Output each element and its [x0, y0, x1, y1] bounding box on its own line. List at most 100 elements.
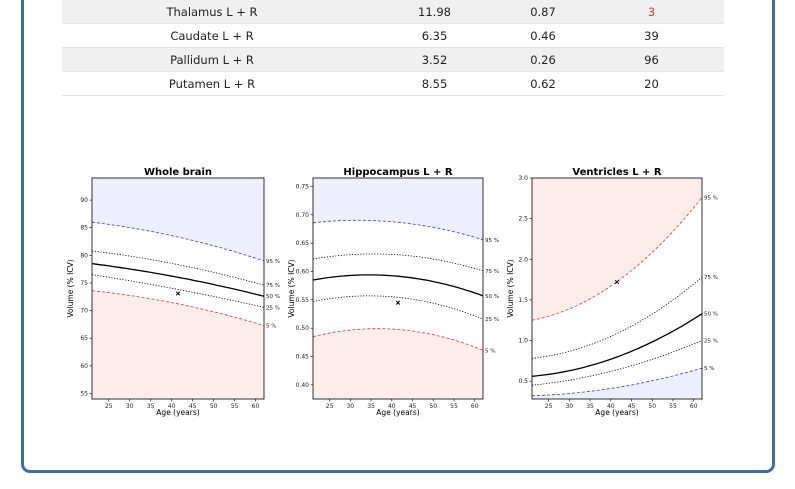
table-row: Caudate L + R 6.35 0.46 39 [62, 23, 724, 48]
table-row: Pallidum L + R 3.52 0.26 96 [62, 47, 724, 72]
y-tick-label: 0.60 [296, 269, 310, 276]
percentile-line [312, 253, 484, 272]
percentile-line [531, 367, 703, 397]
percent-icv-cell: 0.62 [507, 71, 579, 96]
chart-0: 95 % 75 % 50 % 25 % 5 % 25 30 35 40 45 50 55 60 55 60 6… [66, 167, 280, 417]
chart-2: 95 % 75 % 50 % 25 % 5 % 25 30 35 40 45 50 55 60 0.5 1.… [506, 167, 718, 417]
x-tick-label: 35 [367, 403, 375, 410]
x-tick-label: 40 [607, 403, 615, 410]
x-tick-label: 40 [168, 403, 176, 410]
y-tick-label: 1.5 [518, 297, 528, 304]
x-tick-label: 45 [409, 403, 417, 410]
percentile-label: 75 % [485, 269, 499, 275]
percentile-line [91, 262, 265, 297]
percent-icv-cell: 0.46 [507, 23, 579, 48]
y-tick-label: 0.50 [296, 325, 310, 332]
y-tick-label: 0.65 [296, 240, 310, 247]
percentile-label: 95 % [704, 196, 718, 202]
x-tick-label: 60 [252, 403, 260, 410]
x-axis-label: Age (years) [376, 408, 419, 417]
x-tick-label: 35 [147, 403, 155, 410]
y-tick-label: 85 [80, 225, 88, 232]
y-tick-label: 90 [80, 197, 88, 204]
x-tick-label: 30 [565, 403, 573, 410]
percentile-line [91, 221, 265, 262]
lower-band [92, 290, 264, 399]
chart-title: Ventricles L + R [572, 167, 662, 178]
percentile-label: 75 % [704, 275, 718, 281]
volume-cell: 6.35 [362, 23, 507, 48]
percentile-label: 5 % [266, 324, 276, 330]
x-tick-label: 30 [346, 403, 354, 410]
x-tick-label: 25 [105, 403, 113, 410]
y-tick-label: 65 [80, 335, 88, 342]
x-axis-label: Age (years) [156, 408, 199, 417]
y-tick-label: 75 [80, 280, 88, 287]
y-tick-label: 0.70 [296, 212, 310, 219]
x-tick-label: 35 [586, 403, 594, 410]
x-tick-label: 25 [326, 403, 334, 410]
upper-band [92, 178, 264, 261]
percentile-line [312, 328, 484, 351]
y-tick-label: 60 [80, 363, 88, 370]
x-tick-label: 40 [388, 403, 396, 410]
x-tick-label: 50 [210, 403, 218, 410]
x-tick-label: 55 [450, 403, 458, 410]
percentile-label: 50 % [704, 312, 718, 318]
y-axis-label: Volume (% ICV) [66, 259, 75, 317]
chart-title: Whole brain [144, 167, 212, 178]
percent-icv-cell: 0.87 [507, 0, 579, 24]
lower-band [313, 328, 483, 399]
structure-cell: Caudate L + R [62, 23, 362, 48]
x-tick-label: 60 [690, 403, 698, 410]
x-tick-label: 60 [471, 403, 479, 410]
x-axis-label: Age (years) [595, 408, 638, 417]
x-tick-label: 50 [648, 403, 656, 410]
percentile-label: 25 % [704, 339, 718, 345]
chart-1: 95 % 75 % 50 % 25 % 5 % 25 30 35 40 45 50 55 60 0.40 0… [287, 167, 499, 417]
percentile-cell: 3 [579, 0, 724, 24]
percentile-label: 5 % [485, 348, 495, 354]
y-tick-label: 0.5 [518, 378, 528, 385]
x-tick-label: 55 [231, 403, 239, 410]
percentile-line [531, 313, 703, 377]
y-tick-label: 0.75 [296, 184, 310, 191]
structure-cell: Thalamus L + R [62, 0, 362, 24]
volume-cell: 11.98 [362, 0, 507, 24]
y-tick-label: 2.5 [518, 216, 528, 223]
x-tick-label: 45 [189, 403, 197, 410]
percentile-line [312, 274, 484, 297]
structure-cell: Pallidum L + R [62, 47, 362, 72]
x-tick-label: 30 [126, 403, 134, 410]
percentile-line [531, 197, 703, 321]
x-tick-label: 55 [669, 403, 677, 410]
plot-frame [531, 177, 703, 400]
percentile-label: 25 % [266, 305, 280, 311]
y-tick-label: 55 [80, 390, 88, 397]
y-tick-label: 2.0 [518, 256, 528, 263]
table-row: Putamen L + R 8.55 0.62 20 [62, 71, 724, 96]
subject-marker [175, 291, 181, 296]
y-tick-label: 0.45 [296, 354, 310, 361]
structure-cell: Putamen L + R [62, 71, 362, 96]
subject-marker [395, 300, 401, 305]
y-axis-label: Volume (% ICV) [287, 259, 296, 317]
percentile-line [531, 340, 703, 386]
plot-frame [312, 177, 484, 400]
percentile-label: 25 % [485, 317, 499, 323]
percentile-label: 50 % [485, 294, 499, 300]
percentile-cell: 39 [579, 23, 724, 48]
plot-frame [91, 177, 265, 400]
volume-table: Thalamus L + R 11.98 0.87 3 Caudate L + R 6.3… [62, 0, 724, 96]
upper-band [532, 178, 702, 321]
lower-band [532, 368, 702, 399]
percentile-label: 5 % [704, 366, 714, 372]
percentile-label: 95 % [266, 259, 280, 265]
table-row: Thalamus L + R 11.98 0.87 3 [62, 0, 724, 24]
x-tick-label: 45 [628, 403, 636, 410]
y-tick-label: 70 [80, 308, 88, 315]
y-tick-label: 1.0 [518, 338, 528, 345]
x-tick-label: 50 [429, 403, 437, 410]
percentile-line [91, 274, 265, 308]
chart-title: Hippocampus L + R [343, 167, 453, 178]
